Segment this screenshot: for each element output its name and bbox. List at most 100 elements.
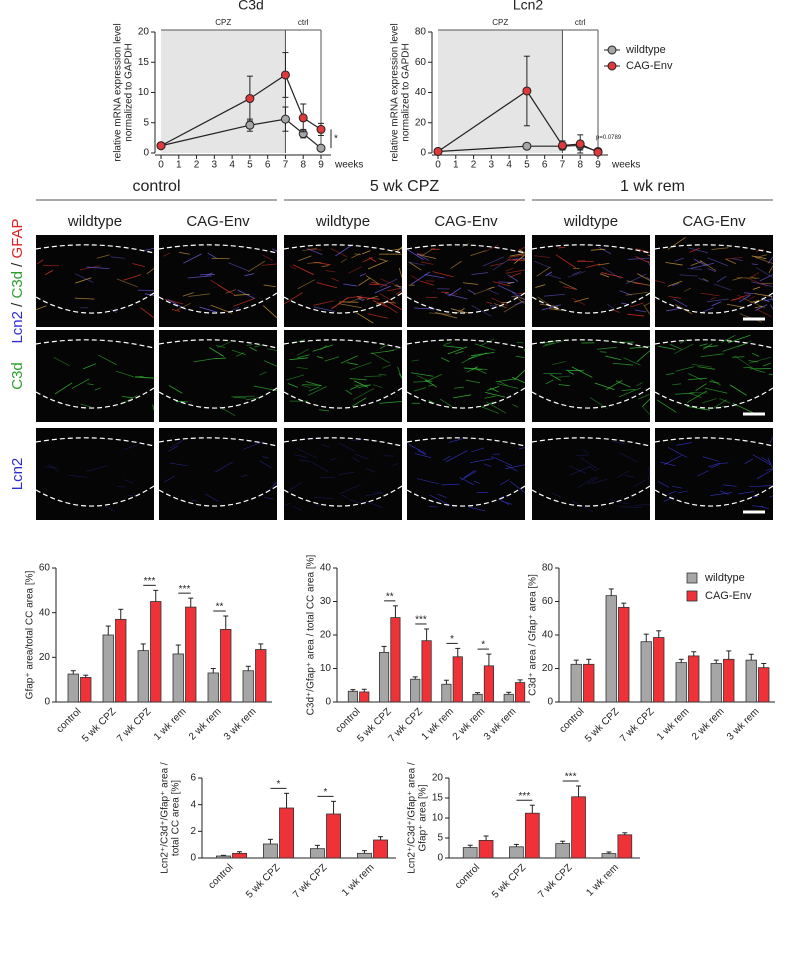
micrograph-bg xyxy=(532,330,650,422)
fiber xyxy=(676,442,692,446)
fiber xyxy=(352,457,360,463)
micrograph-bg xyxy=(655,428,773,520)
fiber xyxy=(687,247,708,254)
row-label-part: Lcn2 xyxy=(9,458,26,491)
fiber xyxy=(325,270,336,273)
y-tick-label: 15 xyxy=(138,57,150,68)
error-bar xyxy=(245,665,251,671)
fiber xyxy=(729,384,747,396)
fiber xyxy=(348,266,362,274)
x-tick-label: 8 xyxy=(300,160,306,171)
data-point xyxy=(316,124,326,134)
fiber xyxy=(410,275,420,281)
fiber xyxy=(364,492,384,497)
fiber xyxy=(283,292,303,305)
fiber xyxy=(463,470,476,479)
bar xyxy=(618,606,630,703)
fiber xyxy=(462,282,479,285)
x-tick-label: 1 wk rem xyxy=(152,706,188,742)
fiber xyxy=(372,384,383,388)
fiber xyxy=(545,379,554,385)
cc-boundary xyxy=(35,339,155,349)
fiber xyxy=(559,280,578,290)
fiber xyxy=(738,491,754,495)
fiber xyxy=(674,343,694,354)
fiber xyxy=(756,308,772,318)
fiber xyxy=(734,355,754,369)
fiber xyxy=(505,464,526,470)
x-tick-label: 3 wk rem xyxy=(725,706,761,742)
bar xyxy=(688,655,700,703)
fiber xyxy=(761,506,769,510)
fiber xyxy=(273,482,278,485)
fiber xyxy=(770,304,774,310)
fiber xyxy=(702,456,720,462)
error-bar xyxy=(378,836,384,840)
bar xyxy=(347,690,358,703)
x-tick-label: control xyxy=(557,706,586,735)
y-axis-label: Gfap⁺ area [%] xyxy=(418,784,429,851)
fiber xyxy=(701,307,714,313)
fiber xyxy=(763,362,771,367)
fiber xyxy=(96,254,110,259)
x-tick-label: 9 xyxy=(595,160,601,171)
fiber xyxy=(484,463,491,467)
fiber xyxy=(507,274,519,282)
fiber xyxy=(512,404,519,408)
data-point xyxy=(433,146,443,156)
fiber xyxy=(754,293,773,297)
fiber xyxy=(708,462,721,468)
micrograph xyxy=(531,330,651,422)
region-shade xyxy=(438,30,563,153)
data-point xyxy=(316,143,326,153)
fiber xyxy=(357,298,364,302)
fiber xyxy=(183,253,202,264)
y-tick-label: 5 xyxy=(437,833,443,844)
bar xyxy=(67,673,79,703)
chart-title: Lcn2 xyxy=(513,0,544,13)
fiber xyxy=(380,301,398,314)
fiber xyxy=(331,277,339,282)
fiber xyxy=(598,246,612,255)
fiber xyxy=(507,254,526,258)
fiber xyxy=(665,261,683,266)
fiber xyxy=(353,388,375,400)
micrograph-bg xyxy=(407,428,525,520)
fiber xyxy=(672,383,682,386)
fiber xyxy=(44,466,57,468)
legend-marker xyxy=(607,61,617,71)
fiber xyxy=(167,445,179,452)
x-tick-label: 5 wk CPZ xyxy=(490,862,528,900)
fiber xyxy=(536,266,551,277)
fiber xyxy=(511,292,526,301)
bar xyxy=(185,606,197,703)
fiber xyxy=(673,298,688,307)
fiber xyxy=(767,256,774,264)
fiber xyxy=(123,479,134,484)
fiber xyxy=(617,470,629,478)
error-bar xyxy=(361,850,367,854)
fiber xyxy=(577,476,597,489)
column-label: CAG-Env xyxy=(682,213,746,230)
fiber xyxy=(515,355,526,359)
bar xyxy=(745,659,757,703)
fiber xyxy=(414,307,436,310)
fiber xyxy=(523,349,526,352)
fiber xyxy=(688,392,702,398)
error-bar xyxy=(643,633,649,642)
error-bar xyxy=(691,651,697,656)
fiber xyxy=(675,366,695,372)
x-tick-label: 6 xyxy=(265,160,271,171)
fiber xyxy=(621,389,636,391)
fiber xyxy=(467,352,488,360)
fiber xyxy=(415,453,432,458)
significance-label: *** xyxy=(519,791,531,802)
fiber xyxy=(510,481,526,493)
fiber xyxy=(732,258,743,262)
micrograph xyxy=(531,428,651,520)
error-bar xyxy=(105,625,111,635)
column-label: CAG-Env xyxy=(434,213,498,230)
fiber xyxy=(442,455,451,461)
row-label-part: / xyxy=(9,299,26,312)
